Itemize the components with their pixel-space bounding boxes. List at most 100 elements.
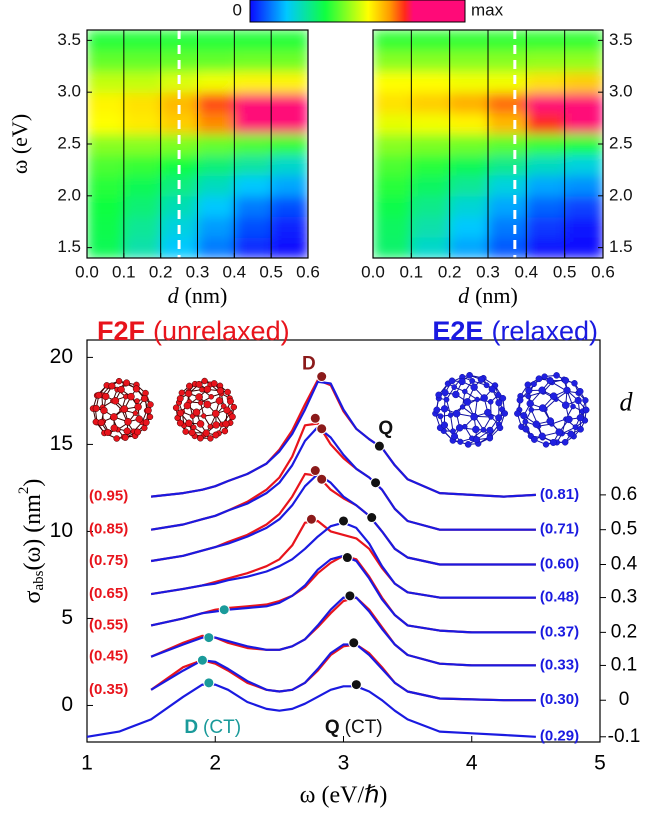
atom [183, 429, 189, 435]
heat-cell [450, 196, 489, 217]
atom [127, 393, 134, 400]
atom [111, 425, 118, 432]
atom [121, 405, 128, 412]
atom [523, 426, 529, 432]
atom [458, 439, 464, 445]
heat-cell [373, 92, 412, 113]
heat-cell [488, 175, 527, 196]
atom [568, 431, 575, 438]
atom [184, 402, 191, 409]
series-name: F2F [97, 316, 145, 346]
heat-cell [450, 51, 489, 72]
annotation-letter: D [302, 353, 316, 374]
heat-cell [87, 237, 124, 258]
atom [453, 410, 460, 417]
heat-cell [271, 196, 308, 217]
series-header: F2F(unrelaxed) [97, 316, 290, 346]
curve-label: (0.75) [89, 552, 128, 569]
heat-cell [271, 134, 308, 155]
heat-cell [234, 196, 271, 217]
heat-cell [488, 51, 527, 72]
x-tick-label: 3 [338, 752, 350, 775]
atom [478, 376, 484, 382]
offset-title: d [620, 387, 634, 416]
heat-cell [124, 30, 161, 51]
heat-cell [373, 113, 412, 134]
heat-cell [488, 92, 527, 113]
heat-cell [526, 92, 565, 113]
atom [577, 388, 583, 394]
y-tick-label: 2.0 [57, 185, 81, 204]
x-tick-label: 0.6 [296, 262, 320, 281]
atom [231, 404, 237, 410]
atom [147, 402, 153, 408]
y-axis-label: σabs(ω) (nm2) [16, 479, 47, 604]
atom [517, 397, 523, 403]
annotation: D(CT) [184, 717, 241, 738]
heat-cell [87, 30, 124, 51]
heat-cell [526, 71, 565, 92]
peak-marker [204, 678, 214, 688]
heat-cell [373, 237, 412, 258]
heat-cell [411, 217, 450, 238]
atom [201, 414, 206, 419]
atom [441, 422, 448, 429]
heat-cell [450, 217, 489, 238]
heat-cell [234, 30, 271, 51]
x-tick-label: 0.1 [112, 262, 136, 281]
atom [109, 383, 116, 390]
y-tick-label: 10 [50, 519, 73, 542]
spectrum-line [151, 556, 536, 633]
heat-cell [198, 237, 235, 258]
curve-label: (0.33) [540, 656, 579, 673]
atom [177, 410, 184, 417]
atom [550, 393, 557, 400]
heat-cell [234, 71, 271, 92]
y-tick-label: 1.5 [609, 237, 633, 256]
atom [212, 410, 219, 417]
annotation-note: (CT) [345, 717, 383, 738]
atom [582, 397, 588, 403]
atom [536, 376, 542, 382]
heat-cell [565, 175, 604, 196]
atom [464, 398, 471, 405]
atom [98, 419, 105, 426]
heat-cell [450, 154, 489, 175]
y-axis-label: ω (eV) [7, 114, 32, 174]
atom [523, 419, 528, 424]
heat-cell [526, 196, 565, 217]
peak-marker [219, 605, 229, 615]
atom [118, 386, 125, 393]
atom [173, 405, 179, 411]
colorbar-label: max [471, 0, 504, 19]
heat-cell [488, 71, 527, 92]
heat-cell [411, 237, 450, 258]
atom [495, 414, 502, 421]
atom [199, 387, 204, 392]
atom [229, 414, 235, 420]
atom [110, 413, 117, 420]
atom [562, 377, 568, 383]
heat-cell [198, 154, 235, 175]
y-tick-label: 15 [50, 432, 73, 455]
x-tick-label: 0.4 [223, 262, 247, 281]
atom [204, 401, 211, 408]
atom [525, 382, 531, 388]
heat-cell [87, 217, 124, 238]
heat-cell [488, 30, 527, 51]
x-tick-label: 0.6 [591, 262, 615, 281]
atom [462, 389, 467, 394]
atom [514, 411, 520, 417]
heat-cell [124, 92, 161, 113]
series-name: E2E [432, 316, 483, 346]
x-axis-label: d(nm) [168, 283, 228, 308]
atom [122, 434, 128, 440]
atom [133, 386, 140, 393]
heat-cell [373, 71, 412, 92]
curve-label: (0.95) [89, 488, 128, 505]
atom [554, 372, 560, 378]
peak-marker [339, 516, 349, 526]
fullerene [90, 378, 153, 441]
heat-cell [124, 113, 161, 134]
atom [124, 418, 131, 425]
